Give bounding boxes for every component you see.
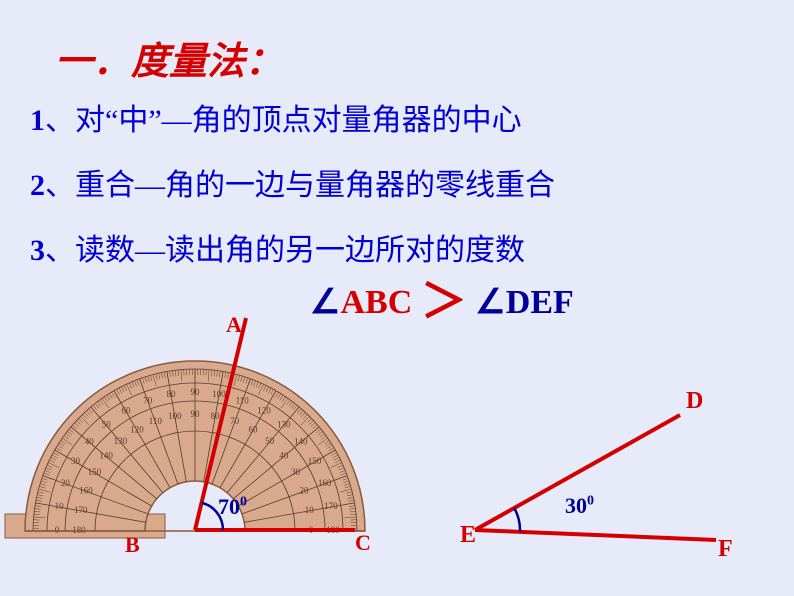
svg-text:20: 20 bbox=[61, 478, 71, 488]
step-2: 2、重合—角的一边与量角器的零线重合 bbox=[30, 160, 555, 204]
angle-def-label: DEF bbox=[506, 284, 574, 321]
svg-text:90: 90 bbox=[191, 387, 201, 397]
angle-70-value: 700 bbox=[218, 494, 247, 520]
step-1-num: 1 bbox=[30, 104, 45, 137]
svg-text:160: 160 bbox=[79, 485, 93, 495]
svg-text:50: 50 bbox=[102, 419, 112, 429]
point-d-label: D bbox=[686, 388, 703, 415]
step-3-text: 、读数—读出角的另一边所对的度数 bbox=[45, 234, 525, 267]
greater-than: ＞ bbox=[421, 276, 467, 327]
protractor-diagram: 0180101702016030150401405013060120701108… bbox=[0, 316, 380, 556]
step-2-num: 2 bbox=[30, 169, 45, 202]
svg-text:80: 80 bbox=[167, 389, 177, 399]
svg-text:110: 110 bbox=[149, 416, 163, 426]
point-b-label: B bbox=[125, 532, 140, 558]
step-3: 3、读数—读出角的另一边所对的度数 bbox=[30, 225, 525, 269]
svg-text:30: 30 bbox=[291, 467, 301, 477]
svg-text:60: 60 bbox=[249, 425, 259, 435]
point-c-label: C bbox=[355, 530, 371, 556]
svg-text:120: 120 bbox=[257, 406, 271, 416]
svg-text:120: 120 bbox=[130, 425, 144, 435]
svg-text:50: 50 bbox=[265, 436, 275, 446]
svg-text:90: 90 bbox=[191, 409, 201, 419]
svg-text:40: 40 bbox=[85, 436, 95, 446]
point-f-label: F bbox=[718, 536, 733, 563]
svg-text:100: 100 bbox=[168, 411, 182, 421]
svg-text:110: 110 bbox=[236, 395, 250, 405]
svg-text:180: 180 bbox=[326, 525, 340, 535]
svg-text:140: 140 bbox=[99, 450, 113, 460]
svg-text:70: 70 bbox=[230, 416, 240, 426]
svg-text:30: 30 bbox=[71, 456, 81, 466]
svg-text:20: 20 bbox=[300, 485, 310, 495]
point-e-label: E bbox=[460, 522, 476, 549]
step-1: 1、对“中”—角的顶点对量角器的中心 bbox=[30, 95, 522, 139]
svg-text:80: 80 bbox=[211, 411, 221, 421]
svg-text:100: 100 bbox=[212, 389, 226, 399]
svg-text:10: 10 bbox=[55, 501, 65, 511]
svg-text:150: 150 bbox=[308, 456, 322, 466]
section-title: 一．度量法： bbox=[55, 30, 283, 85]
svg-text:40: 40 bbox=[279, 450, 289, 460]
svg-text:150: 150 bbox=[88, 467, 102, 477]
svg-text:170: 170 bbox=[324, 501, 338, 511]
point-a-label: A bbox=[226, 312, 242, 338]
svg-text:160: 160 bbox=[318, 478, 332, 488]
svg-text:0: 0 bbox=[309, 525, 314, 535]
step-2-text: 、重合—角的一边与量角器的零线重合 bbox=[45, 169, 555, 202]
svg-text:130: 130 bbox=[114, 436, 128, 446]
step-1-text: 、对“中”—角的顶点对量角器的中心 bbox=[45, 104, 522, 137]
svg-text:70: 70 bbox=[143, 395, 153, 405]
svg-text:170: 170 bbox=[74, 505, 88, 515]
svg-text:60: 60 bbox=[122, 406, 132, 416]
step-3-num: 3 bbox=[30, 234, 45, 267]
angle-symbol-2: ∠ bbox=[475, 284, 505, 321]
angle-30-value: 300 bbox=[565, 493, 594, 519]
svg-text:140: 140 bbox=[294, 436, 308, 446]
svg-text:130: 130 bbox=[277, 419, 291, 429]
svg-text:180: 180 bbox=[72, 525, 86, 535]
svg-text:10: 10 bbox=[305, 505, 315, 515]
svg-text:0: 0 bbox=[55, 525, 60, 535]
